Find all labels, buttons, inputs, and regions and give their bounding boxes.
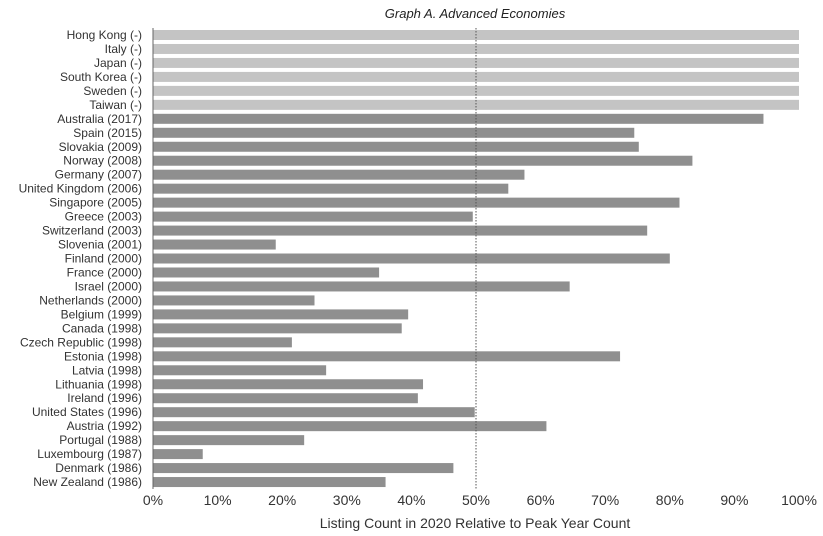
- bar: [153, 43, 799, 54]
- x-tick-label: 100%: [781, 492, 817, 508]
- category-label: Taiwan (-): [89, 98, 142, 112]
- category-label: France (2000): [67, 265, 142, 279]
- bar: [153, 323, 402, 334]
- category-label: Denmark (1986): [55, 461, 142, 475]
- bar: [153, 337, 292, 348]
- x-axis-title: Listing Count in 2020 Relative to Peak Y…: [320, 515, 631, 531]
- category-label: United States (1996): [32, 405, 142, 419]
- category-label: South Korea (-): [60, 70, 142, 84]
- category-label: Lithuania (1998): [55, 377, 142, 391]
- category-label: Japan (-): [94, 56, 142, 70]
- x-tick-label: 20%: [268, 492, 296, 508]
- category-label: Austria (1992): [67, 419, 142, 433]
- category-label: Latvia (1998): [72, 363, 142, 377]
- category-label: United Kingdom (2006): [19, 182, 142, 196]
- bar: [153, 407, 475, 418]
- category-label: Germany (2007): [55, 168, 142, 182]
- x-tick-label: 50%: [462, 492, 490, 508]
- bar: [153, 253, 670, 264]
- bar: [153, 463, 454, 474]
- bar: [153, 421, 547, 432]
- bar: [153, 141, 639, 152]
- bar: [153, 281, 570, 292]
- category-label: Netherlands (2000): [39, 293, 142, 307]
- bar: [153, 435, 305, 446]
- category-label: Czech Republic (1998): [20, 335, 142, 349]
- category-label: Israel (2000): [75, 279, 142, 293]
- category-label: Switzerland (2003): [42, 224, 142, 238]
- bar: [153, 239, 276, 250]
- x-tick-labels: 0% 10% 20% 30% 40% 50% 60% 70% 80% 90% 100%: [143, 492, 817, 508]
- bar: [153, 365, 327, 376]
- category-label: Slovakia (2009): [59, 140, 142, 154]
- category-label: Luxembourg (1987): [37, 447, 142, 461]
- bar: [153, 449, 203, 460]
- category-label: Spain (2015): [73, 126, 142, 140]
- category-label: New Zealand (1986): [33, 475, 142, 489]
- x-tick-label: 30%: [333, 492, 361, 508]
- bar: [153, 99, 799, 110]
- bar: [153, 225, 648, 236]
- bar: [153, 113, 764, 124]
- bar: [153, 295, 315, 306]
- x-tick-label: 90%: [720, 492, 748, 508]
- category-label: Ireland (1996): [67, 391, 142, 405]
- category-label: Canada (1998): [62, 321, 142, 335]
- bar: [153, 127, 635, 138]
- category-label: Hong Kong (-): [67, 28, 142, 42]
- bar: [153, 393, 418, 404]
- bar: [153, 379, 424, 390]
- bar: [153, 309, 409, 320]
- bar: [153, 211, 473, 222]
- category-label: Finland (2000): [65, 252, 142, 266]
- category-label: Norway (2008): [63, 154, 142, 168]
- x-tick-label: 10%: [204, 492, 232, 508]
- x-tick-label: 40%: [397, 492, 425, 508]
- bar: [153, 267, 380, 278]
- bar: [153, 57, 799, 68]
- x-tick-label: 70%: [591, 492, 619, 508]
- bar: [153, 197, 680, 208]
- category-label: Estonia (1998): [64, 349, 142, 363]
- category-label: Slovenia (2001): [58, 238, 142, 252]
- chart-title: Graph A. Advanced Economies: [385, 6, 566, 21]
- bar: [153, 351, 621, 362]
- bar: [153, 155, 693, 166]
- bar: [153, 85, 799, 96]
- category-label: Singapore (2005): [49, 196, 142, 210]
- x-tick-label: 0%: [143, 492, 163, 508]
- category-label: Greece (2003): [65, 210, 142, 224]
- x-tick-label: 60%: [527, 492, 555, 508]
- category-label: Belgium (1999): [61, 307, 142, 321]
- bar: [153, 169, 525, 180]
- category-label: Sweden (-): [83, 84, 142, 98]
- category-label: Italy (-): [105, 42, 142, 56]
- bar: [153, 183, 509, 194]
- category-label: Portugal (1988): [59, 433, 142, 447]
- category-label: Australia (2017): [57, 112, 142, 126]
- x-tick-label: 80%: [656, 492, 684, 508]
- category-labels: Hong Kong (-)Italy (-)Japan (-)South Kor…: [19, 28, 142, 489]
- bar: [153, 477, 386, 488]
